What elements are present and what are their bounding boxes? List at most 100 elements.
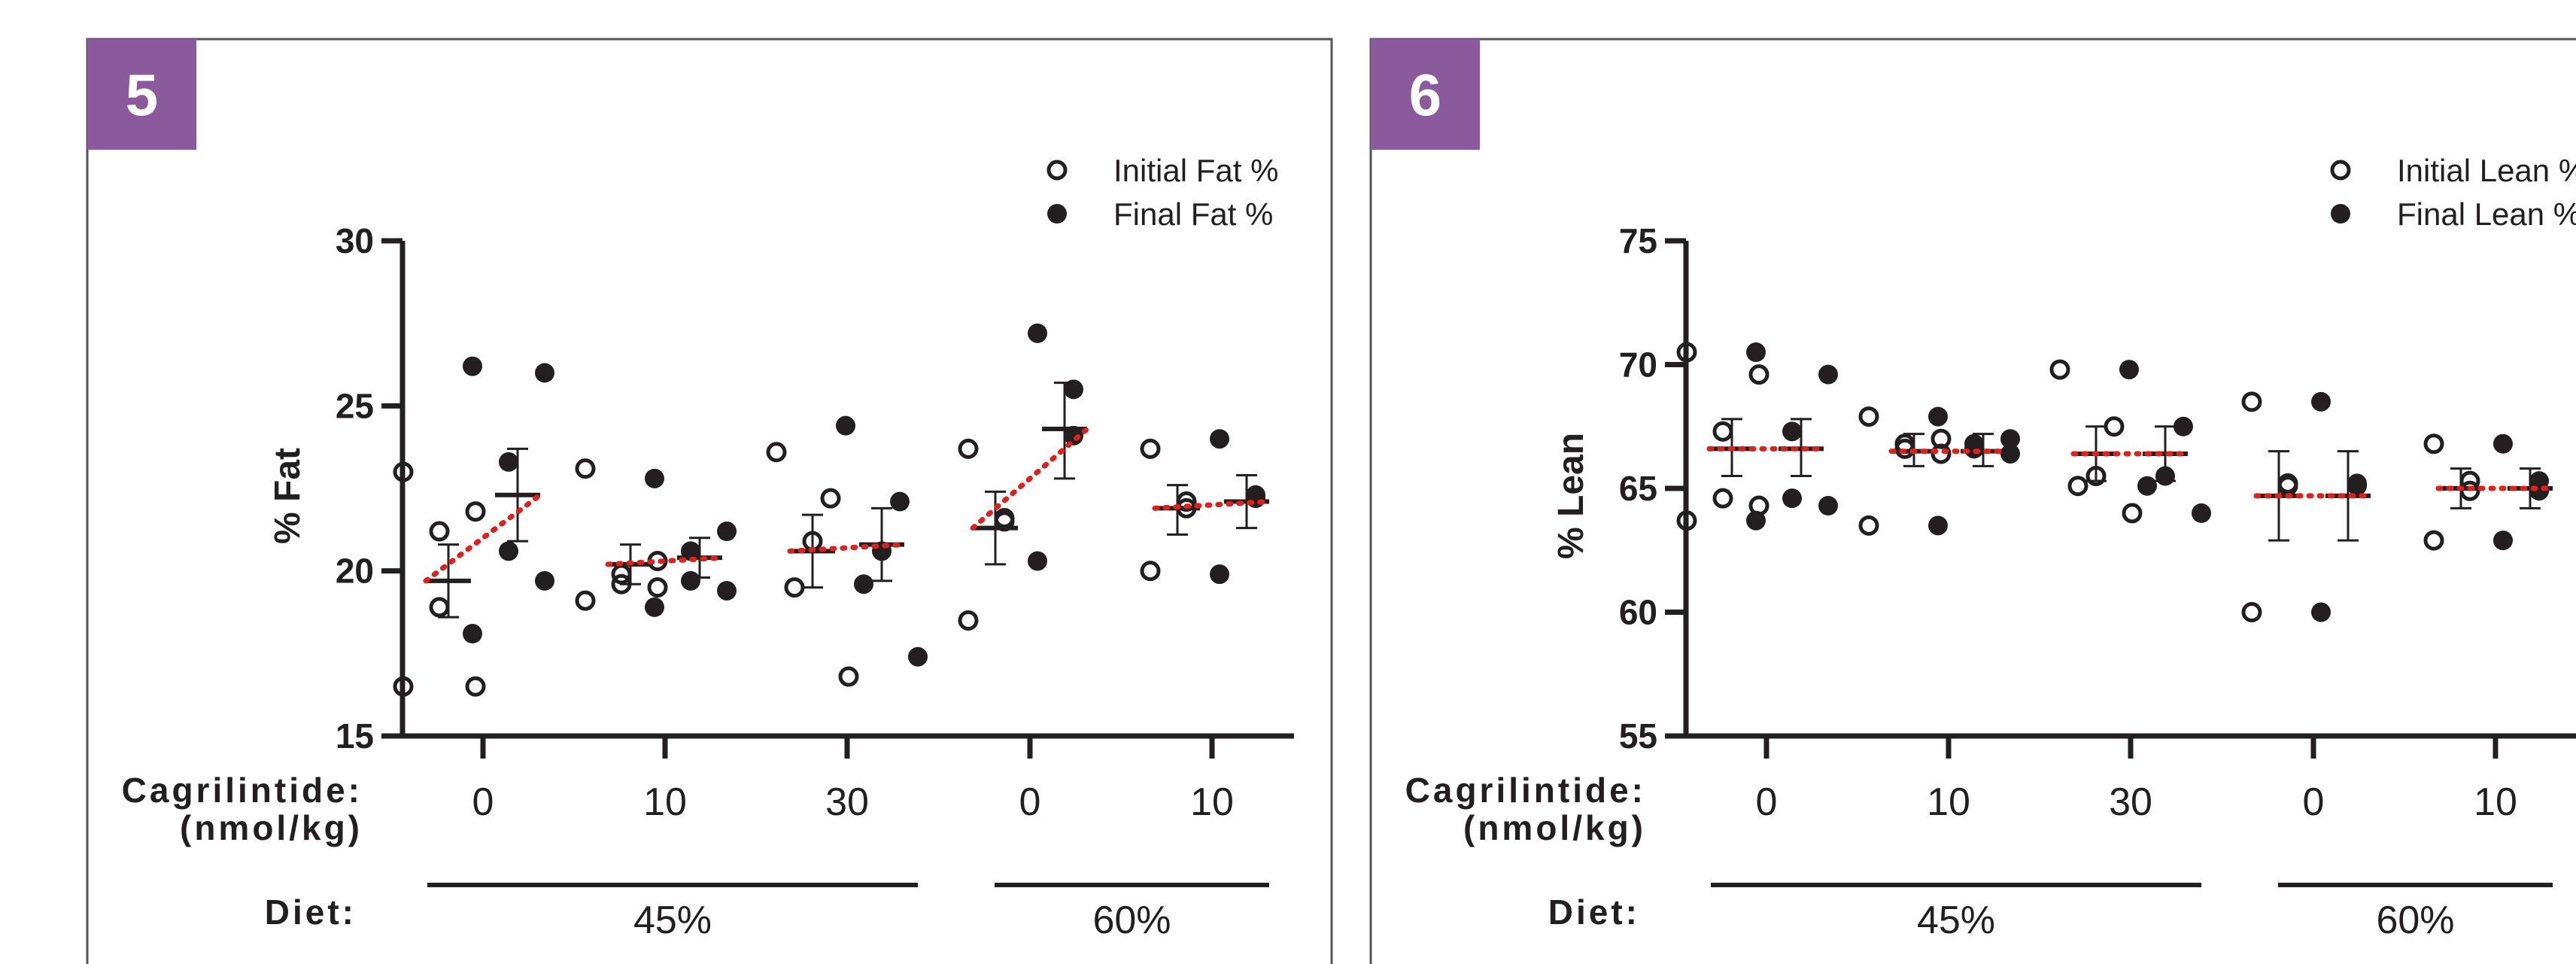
initial-point <box>1140 561 1161 582</box>
initial-point <box>647 577 668 598</box>
final-point <box>1782 488 1802 509</box>
x-tick-label: 10 <box>643 780 687 824</box>
trend-line <box>605 555 725 567</box>
y-tick-label: 20 <box>336 552 374 591</box>
final-point <box>2000 443 2020 464</box>
final-point <box>1782 421 1802 442</box>
final-point <box>2493 531 2513 551</box>
panel-badge <box>1371 39 1480 150</box>
final-point <box>1818 496 1838 516</box>
legend-open-circle-icon <box>1046 160 1068 181</box>
initial-point <box>2241 391 2262 412</box>
final-point <box>1210 564 1229 585</box>
initial-point <box>820 488 841 509</box>
x-tick-label: 30 <box>2109 780 2152 824</box>
initial-point <box>429 597 450 618</box>
trend-line <box>970 426 1090 531</box>
final-point <box>890 491 910 512</box>
initial-point <box>2049 359 2070 380</box>
legend-filled-circle-icon <box>1047 204 1067 224</box>
final-point <box>2174 416 2193 436</box>
legend-label-initial: Initial Lean % <box>2397 153 2576 188</box>
dose-row-label: Cagrilintide: <box>122 771 363 810</box>
panel-frame <box>86 38 1333 964</box>
initial-point <box>1858 406 1879 427</box>
initial-point <box>838 666 859 687</box>
initial-point <box>2122 503 2143 524</box>
diet-group-label: 60% <box>2376 899 2454 942</box>
initial-point <box>1676 342 1697 363</box>
final-point <box>1746 342 1766 363</box>
final-point <box>535 570 554 591</box>
legend-filled-circle-icon <box>2331 204 2350 224</box>
initial-point <box>2423 433 2444 455</box>
x-tick-label: 0 <box>472 780 494 824</box>
y-tick-label: 65 <box>1619 469 1657 508</box>
y-tick-label: 70 <box>1619 345 1657 385</box>
x-tick-label: 0 <box>2303 780 2325 824</box>
y-tick-label: 75 <box>1619 221 1657 260</box>
final-point <box>1210 429 1229 449</box>
final-point <box>2311 391 2331 412</box>
final-point <box>1028 323 1047 343</box>
y-tick-label: 60 <box>1619 593 1657 632</box>
initial-point <box>465 676 486 697</box>
x-tick-label: 0 <box>1756 780 1778 824</box>
final-point <box>2311 602 2331 622</box>
final-point <box>836 415 855 436</box>
initial-point <box>1712 488 1733 509</box>
legend-label-final: Final Lean % <box>2397 196 2576 232</box>
trend-line <box>787 542 907 554</box>
y-axis-title: % Lean <box>1551 433 1591 559</box>
final-point <box>2192 503 2211 523</box>
initial-point <box>1676 510 1697 531</box>
initial-point <box>575 458 596 479</box>
y-axis-title: % Fat <box>268 448 308 544</box>
final-point <box>499 452 518 472</box>
initial-point <box>2423 530 2444 551</box>
dose-unit-label: (nmol/kg) <box>180 808 363 847</box>
dose-unit-label: (nmol/kg) <box>1463 808 1646 847</box>
initial-point <box>429 521 450 542</box>
final-point <box>717 580 737 601</box>
x-tick-label: 10 <box>1190 780 1234 824</box>
initial-point <box>1858 515 1879 536</box>
panel-5: 5 15 20 25 30 % Fat 0 10 30 0 10 Cagrilintide:(nmol… <box>86 38 1333 964</box>
final-point <box>908 646 928 667</box>
y-tick-label: 15 <box>336 716 374 756</box>
initial-point <box>766 442 787 463</box>
final-point <box>2000 429 2020 449</box>
initial-point <box>2104 416 2125 437</box>
initial-point <box>393 676 414 697</box>
final-point <box>535 363 554 383</box>
diet-row-label: Diet: <box>1548 893 1640 932</box>
panel-badge <box>87 39 196 150</box>
final-point <box>1928 515 1948 536</box>
diet-group-label: 60% <box>1092 899 1171 942</box>
final-point <box>2137 476 2157 496</box>
diet-group-label: 45% <box>1917 899 1995 942</box>
final-point <box>499 541 518 561</box>
initial-point <box>1712 421 1733 442</box>
final-point <box>1028 551 1047 571</box>
y-tick-label: 25 <box>336 386 374 425</box>
final-point <box>1746 510 1766 531</box>
panel-number: 5 <box>126 62 158 128</box>
diet-group-label: 45% <box>633 899 712 942</box>
final-point <box>463 624 482 644</box>
x-tick-label: 10 <box>2474 780 2517 824</box>
trend-line <box>423 492 543 584</box>
initial-point <box>958 610 979 631</box>
final-point <box>1064 379 1083 400</box>
x-tick-label: 0 <box>1019 780 1041 824</box>
initial-point <box>393 461 414 482</box>
diet-row-label: Diet: <box>265 893 357 932</box>
final-point <box>1964 439 1984 459</box>
final-point <box>681 570 700 591</box>
initial-point <box>1140 438 1161 459</box>
initial-point <box>2241 602 2262 622</box>
final-point <box>1818 364 1838 385</box>
final-point <box>645 468 664 488</box>
initial-point <box>2067 476 2088 497</box>
